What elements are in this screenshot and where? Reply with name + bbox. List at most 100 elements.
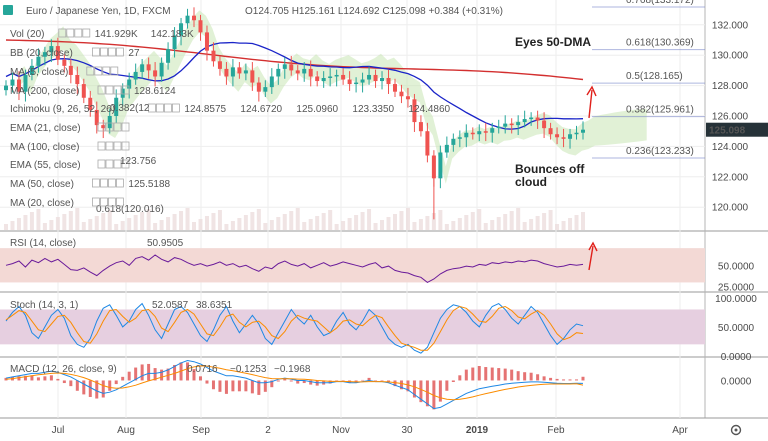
volume-bar: [237, 218, 242, 230]
indicator-toggle[interactable]: [113, 159, 122, 169]
indicator-toggle[interactable]: [100, 197, 108, 207]
indicator-toggle[interactable]: [113, 122, 122, 132]
gear-icon[interactable]: [730, 424, 742, 436]
indicator-toggle[interactable]: [121, 122, 130, 132]
candle-body: [522, 119, 527, 123]
indicator-toggle[interactable]: [97, 141, 106, 151]
volume-bar: [133, 215, 138, 230]
volume-bar: [315, 216, 320, 230]
indicator-toggle[interactable]: [92, 197, 100, 207]
candle-body: [120, 88, 125, 98]
indicator-toggle[interactable]: [105, 85, 114, 95]
indicator-toggle[interactable]: [121, 85, 130, 95]
indicator-toggle[interactable]: [102, 66, 111, 76]
indicator-toggle[interactable]: [66, 28, 75, 38]
indicator-toggle[interactable]: [97, 159, 106, 169]
indicator-toggle[interactable]: [113, 85, 122, 95]
ohlc-values: O124.705 H125.161 L124.692 C125.098 +0.3…: [245, 6, 503, 17]
macd-hist-bar: [484, 367, 488, 381]
volume-bar: [503, 214, 508, 230]
indicator-toggle[interactable]: [58, 28, 67, 38]
volume-bar: [496, 217, 501, 230]
candle-body: [581, 129, 585, 133]
macd-hist-bar: [471, 367, 475, 381]
indicator-label: MA (5, close): [10, 67, 68, 78]
indicator-toggle[interactable]: [82, 28, 91, 38]
indicator-toggle[interactable]: [163, 103, 172, 113]
macd-hist-bar: [575, 379, 579, 381]
stoch-tick-label: 0.0000: [721, 352, 752, 363]
macd-hist-bar: [30, 375, 34, 381]
indicator-toggle[interactable]: [94, 66, 103, 76]
volume-bar: [256, 209, 261, 230]
candle-body: [405, 96, 410, 100]
candle-body: [425, 131, 430, 156]
candle-body: [535, 117, 540, 121]
indicator-value: 123.3350: [352, 104, 394, 115]
indicator-toggle[interactable]: [121, 141, 130, 151]
indicator-toggle[interactable]: [108, 47, 116, 57]
indicator-toggle[interactable]: [92, 178, 100, 188]
macd-hist-bar: [134, 367, 138, 381]
macd-hist-bar: [211, 380, 215, 390]
candle-body: [574, 132, 579, 135]
volume-bar: [250, 212, 255, 230]
volume-bar: [412, 222, 417, 230]
indicator-toggle[interactable]: [116, 178, 124, 188]
indicator-toggle[interactable]: [86, 66, 95, 76]
indicator-toggle[interactable]: [116, 47, 124, 57]
volume-bar: [114, 224, 119, 230]
volume-bar: [68, 211, 73, 230]
indicator-toggle[interactable]: [171, 103, 180, 113]
candle-body: [308, 68, 313, 77]
indicator-toggle[interactable]: [155, 103, 164, 113]
volume-bar: [217, 210, 222, 230]
indicator-toggle[interactable]: [92, 47, 100, 57]
macd-hist-bar: [270, 380, 274, 388]
indicator-toggle[interactable]: [74, 28, 83, 38]
symbol-icon: [3, 5, 13, 15]
candle-body: [315, 76, 320, 82]
macd-hist-bar: [289, 380, 293, 382]
candle-body: [444, 144, 449, 153]
stoch-k-line: [5, 302, 584, 354]
macd-hist-bar: [49, 375, 53, 381]
indicator-toggle[interactable]: [100, 47, 108, 57]
volume-bar: [42, 223, 47, 230]
indicator-toggle[interactable]: [105, 141, 114, 151]
price-tick-label: 120.000: [712, 203, 749, 214]
indicator-toggle[interactable]: [97, 122, 106, 132]
volume-bar: [483, 223, 488, 230]
indicator-toggle[interactable]: [105, 159, 114, 169]
candle-body: [263, 87, 268, 92]
candle-body: [295, 70, 300, 74]
price-tick-label: 126.000: [712, 112, 749, 123]
volume-bar: [107, 210, 112, 230]
indicator-toggle[interactable]: [116, 197, 124, 207]
macd-hist-bar: [361, 379, 365, 381]
volume-bar: [75, 208, 80, 230]
indicator-toggle[interactable]: [147, 103, 156, 113]
stoch-k-value: 52.0587: [152, 300, 189, 311]
volume-bar: [49, 220, 54, 230]
macd-value-macd: −0.1253: [230, 364, 267, 375]
indicator-toggle[interactable]: [105, 122, 114, 132]
volume-bar: [179, 211, 184, 230]
indicator-toggle[interactable]: [97, 85, 106, 95]
indicator-toggle[interactable]: [100, 178, 108, 188]
macd-hist-bar: [147, 363, 151, 381]
candle-body: [10, 79, 15, 86]
indicator-toggle[interactable]: [121, 159, 130, 169]
volume-bar: [94, 216, 99, 230]
volume-bar: [522, 222, 527, 230]
indicator-toggle[interactable]: [108, 197, 116, 207]
candle-body: [341, 74, 346, 80]
candle-body: [42, 52, 47, 57]
indicator-toggle[interactable]: [113, 141, 122, 151]
candle-body: [334, 74, 339, 77]
macd-hist-bar: [393, 380, 397, 387]
indicator-toggle[interactable]: [110, 66, 119, 76]
indicator-toggle[interactable]: [108, 178, 116, 188]
price-tick-label: 124.000: [712, 142, 749, 153]
